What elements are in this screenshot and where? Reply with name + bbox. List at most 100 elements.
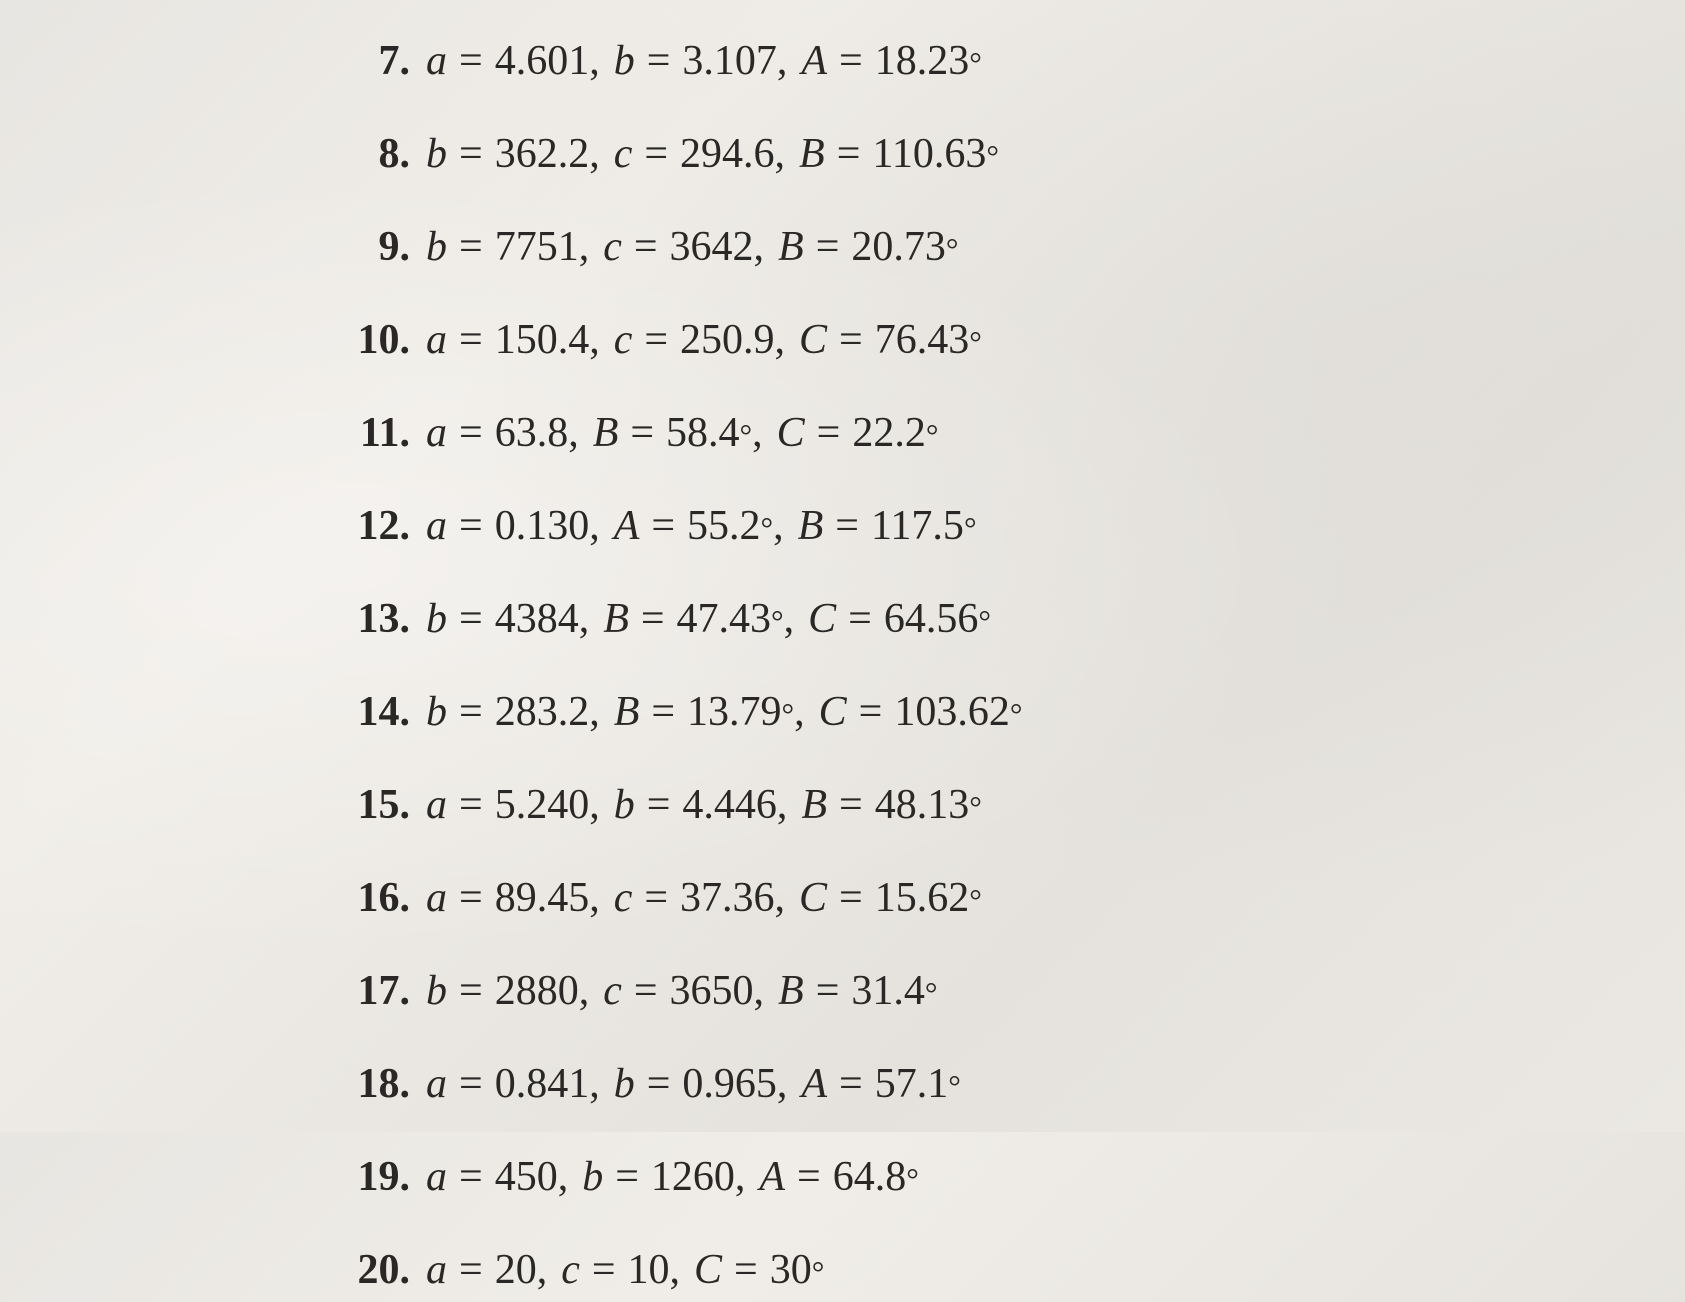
equals-sign: = bbox=[839, 867, 863, 930]
variable-name: C bbox=[694, 1239, 722, 1302]
problem-number: 13. bbox=[330, 588, 410, 651]
variable-value: 4.601 bbox=[495, 30, 590, 93]
problem-content: a=450,b=1260,A=64.8° bbox=[426, 1146, 919, 1209]
equals-sign: = bbox=[459, 1146, 483, 1209]
variable-value: 150.4 bbox=[495, 309, 590, 372]
problem-number: 19. bbox=[330, 1146, 410, 1209]
equals-sign: = bbox=[644, 309, 668, 372]
problem-list: 7.a=4.601,b=3.107,A=18.23°8.b=362.2,c=29… bbox=[330, 30, 1685, 1302]
problem-row: 8.b=362.2,c=294.6,B=110.63° bbox=[330, 123, 1685, 186]
variable-value: 63.8 bbox=[495, 402, 569, 465]
equals-sign: = bbox=[459, 867, 483, 930]
equals-sign: = bbox=[459, 1053, 483, 1116]
variable-value: 37.36 bbox=[680, 867, 775, 930]
problem-row: 17.b=2880,c=3650,B=31.4° bbox=[330, 960, 1685, 1023]
variable-value: 0.841 bbox=[495, 1053, 590, 1116]
problem-number: 14. bbox=[330, 681, 410, 744]
problem-row: 15.a=5.240,b=4.446,B=48.13° bbox=[330, 774, 1685, 837]
variable-value: 294.6 bbox=[680, 123, 775, 186]
variable-name: B bbox=[614, 681, 640, 744]
separator-comma: , bbox=[589, 867, 600, 930]
equals-sign: = bbox=[459, 495, 483, 558]
separator-comma: , bbox=[579, 216, 590, 279]
problem-content: a=4.601,b=3.107,A=18.23° bbox=[426, 30, 982, 93]
separator-comma: , bbox=[777, 1053, 788, 1116]
variable-name: c bbox=[603, 216, 622, 279]
problem-number: 17. bbox=[330, 960, 410, 1023]
problem-row: 14.b=283.2,B=13.79°,C=103.62° bbox=[330, 681, 1685, 744]
variable-name: a bbox=[426, 1239, 447, 1302]
equals-sign: = bbox=[459, 216, 483, 279]
problem-content: b=2880,c=3650,B=31.4° bbox=[426, 960, 937, 1023]
variable-name: b bbox=[426, 960, 447, 1023]
variable-name: C bbox=[819, 681, 847, 744]
separator-comma: , bbox=[589, 774, 600, 837]
equals-sign: = bbox=[859, 681, 883, 744]
problem-content: a=89.45,c=37.36,C=15.62° bbox=[426, 867, 982, 930]
problem-content: b=283.2,B=13.79°,C=103.62° bbox=[426, 681, 1022, 744]
problem-row: 9.b=7751,c=3642,B=20.73° bbox=[330, 216, 1685, 279]
variable-name: C bbox=[808, 588, 836, 651]
variable-value: 48.13 bbox=[875, 774, 970, 837]
problem-row: 10.a=150.4,c=250.9,C=76.43° bbox=[330, 309, 1685, 372]
variable-name: c bbox=[603, 960, 622, 1023]
variable-name: a bbox=[426, 402, 447, 465]
variable-name: B bbox=[603, 588, 629, 651]
variable-name: c bbox=[614, 309, 633, 372]
equals-sign: = bbox=[837, 123, 861, 186]
separator-comma: , bbox=[537, 1239, 548, 1302]
problem-content: a=150.4,c=250.9,C=76.43° bbox=[426, 309, 982, 372]
variable-value: 31.4 bbox=[851, 960, 925, 1023]
variable-name: B bbox=[801, 774, 827, 837]
variable-value: 76.43 bbox=[875, 309, 970, 372]
variable-name: a bbox=[426, 1146, 447, 1209]
variable-name: a bbox=[426, 1053, 447, 1116]
variable-value: 117.5 bbox=[871, 495, 964, 558]
variable-name: B bbox=[798, 495, 824, 558]
problem-number: 18. bbox=[330, 1053, 410, 1116]
variable-name: b bbox=[614, 774, 635, 837]
variable-name: b bbox=[426, 588, 447, 651]
separator-comma: , bbox=[775, 123, 786, 186]
equals-sign: = bbox=[835, 495, 859, 558]
variable-name: C bbox=[799, 309, 827, 372]
equals-sign: = bbox=[839, 1053, 863, 1116]
separator-comma: , bbox=[589, 1053, 600, 1116]
equals-sign: = bbox=[615, 1146, 639, 1209]
equals-sign: = bbox=[644, 123, 668, 186]
equals-sign: = bbox=[734, 1239, 758, 1302]
variable-name: A bbox=[801, 30, 827, 93]
problem-number: 9. bbox=[330, 216, 410, 279]
variable-value: 110.63 bbox=[872, 123, 986, 186]
problem-number: 10. bbox=[330, 309, 410, 372]
separator-comma: , bbox=[794, 681, 805, 744]
equals-sign: = bbox=[839, 774, 863, 837]
equals-sign: = bbox=[647, 1053, 671, 1116]
equals-sign: = bbox=[647, 774, 671, 837]
problem-number: 15. bbox=[330, 774, 410, 837]
equals-sign: = bbox=[816, 960, 840, 1023]
problem-row: 13.b=4384,B=47.43°,C=64.56° bbox=[330, 588, 1685, 651]
variable-name: B bbox=[778, 960, 804, 1023]
variable-name: a bbox=[426, 30, 447, 93]
variable-name: b bbox=[614, 30, 635, 93]
variable-value: 250.9 bbox=[680, 309, 775, 372]
variable-value: 64.8 bbox=[833, 1146, 907, 1209]
variable-name: b bbox=[426, 216, 447, 279]
separator-comma: , bbox=[589, 495, 600, 558]
equals-sign: = bbox=[651, 681, 675, 744]
variable-value: 15.62 bbox=[875, 867, 970, 930]
variable-name: B bbox=[799, 123, 825, 186]
variable-value: 103.62 bbox=[894, 681, 1010, 744]
problem-row: 18.a=0.841,b=0.965,A=57.1° bbox=[330, 1053, 1685, 1116]
variable-value: 3650 bbox=[670, 960, 754, 1023]
problem-number: 16. bbox=[330, 867, 410, 930]
equals-sign: = bbox=[459, 588, 483, 651]
variable-name: b bbox=[426, 123, 447, 186]
separator-comma: , bbox=[579, 588, 590, 651]
variable-name: b bbox=[582, 1146, 603, 1209]
problem-number: 8. bbox=[330, 123, 410, 186]
variable-value: 20.73 bbox=[851, 216, 946, 279]
variable-value: 283.2 bbox=[495, 681, 590, 744]
variable-name: c bbox=[614, 867, 633, 930]
